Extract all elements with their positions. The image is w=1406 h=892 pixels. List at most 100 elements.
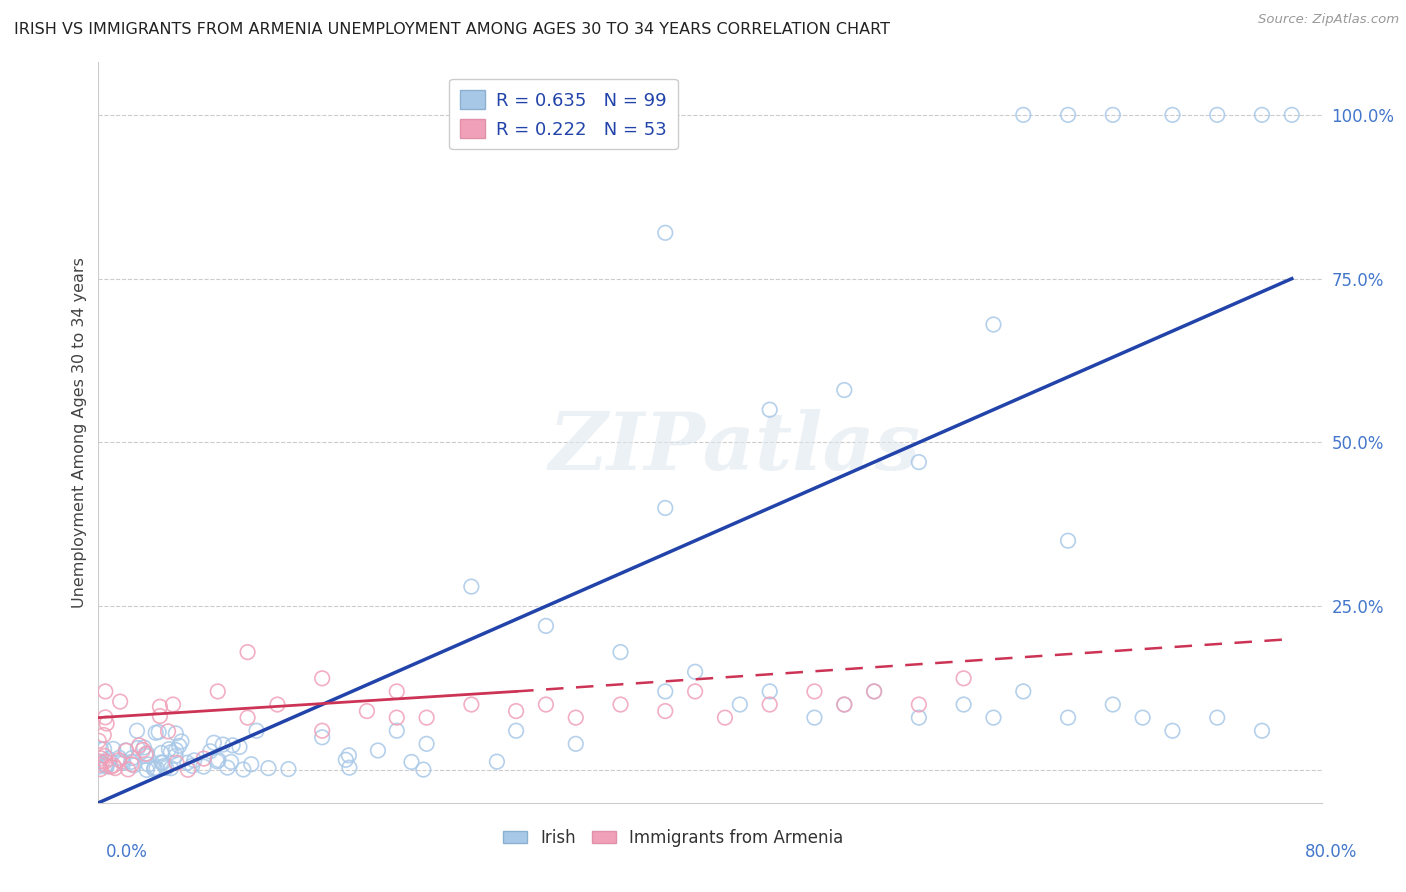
Point xyxy=(183,753,205,767)
Point xyxy=(337,761,360,775)
Point xyxy=(200,744,222,758)
Point xyxy=(654,226,676,240)
Point xyxy=(207,753,229,767)
Point xyxy=(803,711,825,725)
Point xyxy=(415,737,437,751)
Point xyxy=(193,751,215,765)
Point xyxy=(683,684,706,698)
Point xyxy=(1251,723,1274,738)
Point xyxy=(108,753,131,767)
Y-axis label: Unemployment Among Ages 30 to 34 years: Unemployment Among Ages 30 to 34 years xyxy=(72,257,87,608)
Point xyxy=(311,731,333,745)
Point xyxy=(94,755,117,769)
Point xyxy=(100,759,122,773)
Point xyxy=(90,742,112,756)
Point xyxy=(415,711,437,725)
Point xyxy=(138,757,160,772)
Point xyxy=(832,698,855,712)
Point xyxy=(143,762,166,776)
Point xyxy=(221,739,243,753)
Point xyxy=(121,751,143,765)
Point xyxy=(120,755,142,769)
Point xyxy=(93,748,115,763)
Point xyxy=(337,748,360,763)
Point xyxy=(128,739,150,753)
Legend: Irish, Immigrants from Armenia: Irish, Immigrants from Armenia xyxy=(496,822,851,854)
Point xyxy=(505,704,527,718)
Point xyxy=(219,755,242,769)
Point xyxy=(1012,684,1035,698)
Point xyxy=(149,709,172,723)
Point xyxy=(228,739,250,754)
Point xyxy=(1101,698,1123,712)
Point xyxy=(1132,711,1154,725)
Point xyxy=(412,763,434,777)
Point xyxy=(87,733,110,747)
Point xyxy=(356,704,378,718)
Point xyxy=(202,736,225,750)
Point xyxy=(89,762,111,776)
Point xyxy=(952,698,974,712)
Point xyxy=(157,742,180,756)
Point xyxy=(728,698,751,712)
Point xyxy=(157,724,180,739)
Point xyxy=(132,743,155,757)
Point xyxy=(485,755,508,769)
Point xyxy=(908,455,931,469)
Point xyxy=(108,751,131,765)
Point xyxy=(565,737,588,751)
Point xyxy=(240,757,263,772)
Point xyxy=(122,758,145,772)
Point xyxy=(908,698,931,712)
Point xyxy=(609,698,631,712)
Point xyxy=(205,755,228,769)
Point xyxy=(385,723,408,738)
Point xyxy=(96,759,118,773)
Point xyxy=(160,761,183,775)
Point xyxy=(983,318,1005,332)
Point xyxy=(908,711,931,725)
Point xyxy=(145,761,167,775)
Point xyxy=(565,711,588,725)
Point xyxy=(149,699,172,714)
Point xyxy=(311,671,333,685)
Point xyxy=(863,684,886,698)
Point xyxy=(145,725,167,739)
Point xyxy=(714,711,737,725)
Point xyxy=(654,704,676,718)
Point xyxy=(152,756,174,770)
Point xyxy=(96,758,118,772)
Point xyxy=(211,738,233,752)
Point xyxy=(150,746,173,760)
Point xyxy=(758,698,780,712)
Point xyxy=(89,755,111,769)
Point xyxy=(609,645,631,659)
Point xyxy=(94,758,117,772)
Point xyxy=(654,684,676,698)
Text: Source: ZipAtlas.com: Source: ZipAtlas.com xyxy=(1258,13,1399,27)
Point xyxy=(167,739,190,753)
Point xyxy=(90,751,112,765)
Point xyxy=(155,761,177,775)
Point xyxy=(115,744,138,758)
Point xyxy=(534,619,557,633)
Point xyxy=(117,763,139,777)
Point xyxy=(162,698,184,712)
Point xyxy=(1057,711,1080,725)
Point xyxy=(135,763,157,777)
Point xyxy=(103,758,125,772)
Point xyxy=(232,763,254,777)
Point xyxy=(460,698,482,712)
Point xyxy=(153,759,176,773)
Point xyxy=(683,665,706,679)
Text: 0.0%: 0.0% xyxy=(105,843,148,861)
Point xyxy=(983,711,1005,725)
Point xyxy=(335,753,357,767)
Point xyxy=(1012,108,1035,122)
Point xyxy=(654,500,676,515)
Point xyxy=(401,755,423,769)
Point xyxy=(460,580,482,594)
Point xyxy=(803,684,825,698)
Point xyxy=(505,723,527,738)
Point xyxy=(311,723,333,738)
